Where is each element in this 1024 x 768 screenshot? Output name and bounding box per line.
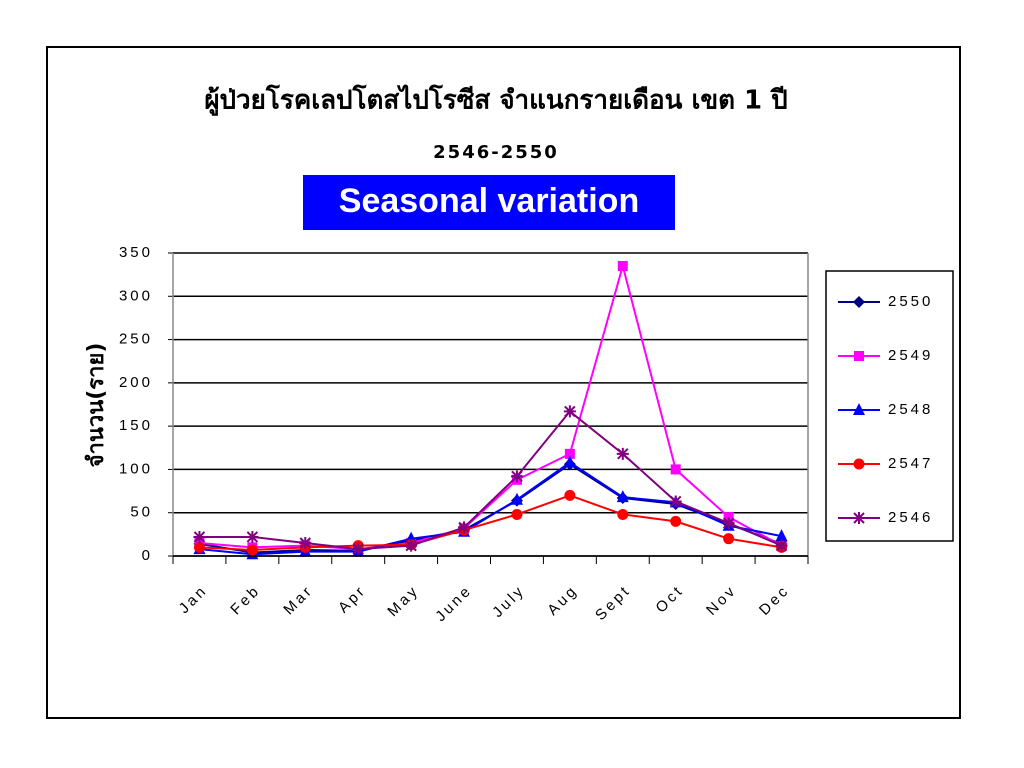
y-tick-label: 0 xyxy=(142,547,153,564)
chart-title: ผู้ป่วยโรคเลปโตสไปโรซีส จำแนกรายเดือน เข… xyxy=(204,84,787,117)
point xyxy=(511,508,523,520)
point xyxy=(352,543,365,556)
series-line xyxy=(199,461,782,556)
legend-marker xyxy=(853,296,865,308)
point xyxy=(564,448,575,459)
point xyxy=(246,544,258,556)
y-tick-label: 100 xyxy=(119,460,153,477)
point xyxy=(775,529,788,542)
legend-label: 2548 xyxy=(888,401,933,418)
point xyxy=(722,517,735,530)
chart-subtitle: 2546-2550 xyxy=(433,142,559,163)
point xyxy=(723,533,735,545)
point xyxy=(510,492,523,505)
point xyxy=(617,508,629,520)
y-tick-label: 250 xyxy=(119,331,153,348)
point xyxy=(723,512,734,523)
legend xyxy=(825,270,954,542)
legend-marker xyxy=(853,458,865,470)
legend-label: 2546 xyxy=(888,509,933,526)
annotation: Seasonal variation xyxy=(339,182,639,220)
point xyxy=(617,260,628,271)
series-line xyxy=(199,410,782,551)
legend-label: 2550 xyxy=(888,293,933,310)
point xyxy=(510,470,523,483)
point xyxy=(564,489,576,501)
legend-marker xyxy=(853,403,865,415)
legend-label: 2547 xyxy=(888,455,933,472)
legend-marker xyxy=(853,512,865,524)
y-tick-label: 350 xyxy=(119,244,153,261)
legend-marker xyxy=(854,351,864,361)
point xyxy=(616,490,629,503)
point xyxy=(405,539,418,552)
point xyxy=(458,521,471,534)
y-tick-label: 150 xyxy=(119,417,153,434)
y-tick-label: 300 xyxy=(119,287,153,304)
point xyxy=(669,495,682,508)
y-axis-label: จำนวน(ราย) xyxy=(84,343,109,468)
y-tick-label: 50 xyxy=(130,504,153,521)
point xyxy=(563,405,576,418)
legend-label: 2549 xyxy=(888,347,933,364)
point xyxy=(616,447,629,460)
series-line xyxy=(199,262,783,551)
point xyxy=(670,515,682,527)
point xyxy=(775,539,788,552)
series-line xyxy=(199,494,782,551)
point xyxy=(299,537,312,550)
y-tick-label: 200 xyxy=(119,374,153,391)
point xyxy=(193,541,205,553)
point xyxy=(246,530,259,543)
point xyxy=(563,455,576,468)
annotation-box xyxy=(303,175,675,230)
point xyxy=(670,464,681,475)
point xyxy=(193,530,206,543)
